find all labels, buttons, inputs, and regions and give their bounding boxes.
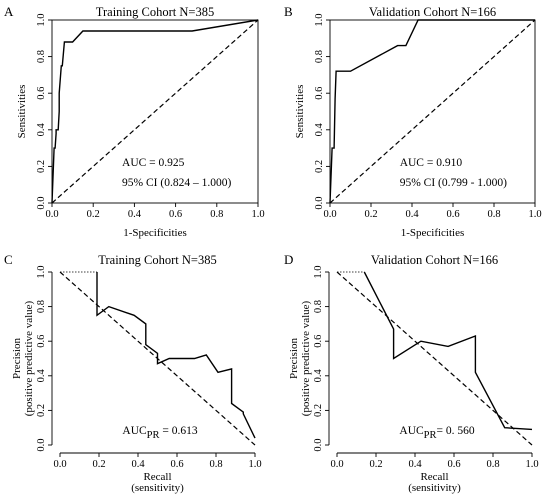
panel-letter: B [284,4,293,19]
reference-diagonal [329,19,536,204]
y-tick-label: 0.2 [313,404,324,417]
y-tick-label: 0.0 [313,438,324,451]
y-tick-label: 0.4 [313,368,324,382]
x-tick-label: 0.0 [53,459,66,470]
curve-series-0 [329,19,535,204]
x-tick-label: 1.0 [525,459,538,470]
panel-letter: C [4,252,13,267]
y-tick-label: 1.0 [314,13,325,26]
x-tick-label: 0.0 [323,209,336,220]
y-tick-label: 0.6 [36,87,47,100]
x-tick-label: 0.4 [405,209,419,220]
panel-letter: D [284,252,293,267]
x-tick-label: 0.0 [330,459,343,470]
x-tick-label: 0.8 [486,459,499,470]
x-axis-label: Recall [420,471,448,483]
y-tick-label: 0.2 [314,160,325,173]
y-tick-label: 0.4 [36,368,47,382]
x-axis-label: Recall [143,471,171,483]
chart-title: Training Cohort N=385 [98,253,216,267]
y-tick-label: 0.0 [36,438,47,451]
x-tick-label: 0.2 [87,209,100,220]
y-tick-label: 0.8 [313,300,324,313]
x-tick-label: 0.4 [128,209,142,220]
y-axis-label: (positive predictive value) [300,300,312,416]
x-axis-label: (sensitivity) [131,482,184,494]
y-axis-label: Precision [11,338,23,379]
chart-title: Training Cohort N=385 [96,5,214,19]
y-tick-label: 0.8 [36,300,47,313]
y-tick-label: 0.2 [36,404,47,417]
y-axis-label: Precision [288,338,300,379]
plot-frame [51,19,259,204]
x-tick-label: 1.0 [251,209,264,220]
auc-pr-annotation: AUCPR= 0. 560 [399,425,474,441]
y-tick-label: 1.0 [36,13,47,26]
x-tick-label: 0.6 [447,459,460,470]
chart-title: Validation Cohort N=166 [371,253,498,267]
x-tick-label: 0.2 [92,459,105,470]
y-tick-label: 0.6 [313,335,324,348]
y-axis-label: Sensitivities [294,85,306,139]
panels: A Training Cohort N=385 0.0 0.2 0.4 0.6 0.8 1.0… [4,4,542,494]
ci-annotation: 95% CI (0.824 – 1.000) [122,177,231,189]
x-tick-label: 1.0 [528,209,541,220]
chart-panel-b: B Validation Cohort N=166 0.0 0.2 0.4 0.6 0.8 1… [284,4,542,239]
auc-annotation: AUC = 0.910 [400,157,463,169]
reference-diagonal [51,19,259,204]
auc-annotation: AUC = 0.925 [122,157,185,169]
chart-panel-c: C Training Cohort N=385 0.0 0.2 0.4 0.6 0.8 1.0… [4,252,262,494]
y-tick-label: 0.4 [314,122,325,136]
x-tick-label: 0.2 [364,209,377,220]
y-tick-label: 0.6 [36,335,47,348]
y-tick-label: 0.4 [36,122,47,136]
panel-letter: A [4,4,14,19]
y-tick-label: 0.2 [36,160,47,173]
y-tick-label: 0.0 [314,196,325,209]
x-axis-label: 1-Specificities [123,227,187,239]
x-tick-label: 1.0 [248,459,261,470]
x-tick-label: 0.6 [169,209,182,220]
baseline-diagonal [336,271,533,446]
x-tick-label: 0.0 [45,209,58,220]
y-tick-label: 0.8 [314,50,325,63]
chart-panel-d: D Validation Cohort N=166 0.0 0.2 0.4 0.6 0.8 1… [284,252,539,494]
y-tick-label: 0.8 [36,50,47,63]
x-tick-label: 0.8 [487,209,500,220]
x-axis-label: (sensitivity) [408,482,461,494]
curve-series-0 [96,272,256,439]
x-tick-label: 0.4 [408,459,422,470]
x-tick-label: 0.6 [170,459,183,470]
x-tick-label: 0.8 [209,459,222,470]
curve-series-0 [51,19,259,204]
ci-annotation: 95% CI (0.799 - 1.000) [400,177,507,189]
chart-panel-a: A Training Cohort N=385 0.0 0.2 0.4 0.6 0.8 1.0… [4,4,265,239]
x-tick-label: 0.2 [369,459,382,470]
y-tick-label: 0.6 [314,87,325,100]
y-tick-label: 1.0 [313,265,324,278]
y-tick-label: 1.0 [36,265,47,278]
x-tick-label: 0.6 [446,209,459,220]
x-axis-label: 1-Specificities [401,227,465,239]
y-axis-label: Sensitivities [16,85,28,139]
x-tick-label: 0.8 [210,209,223,220]
curve-series-0 [363,271,533,431]
y-axis-label: (positive predictive value) [23,300,35,416]
x-tick-label: 0.4 [131,459,145,470]
auc-pr-annotation: AUCPR = 0.613 [122,425,197,441]
chart-title: Validation Cohort N=166 [369,5,496,19]
y-tick-label: 0.0 [36,196,47,209]
